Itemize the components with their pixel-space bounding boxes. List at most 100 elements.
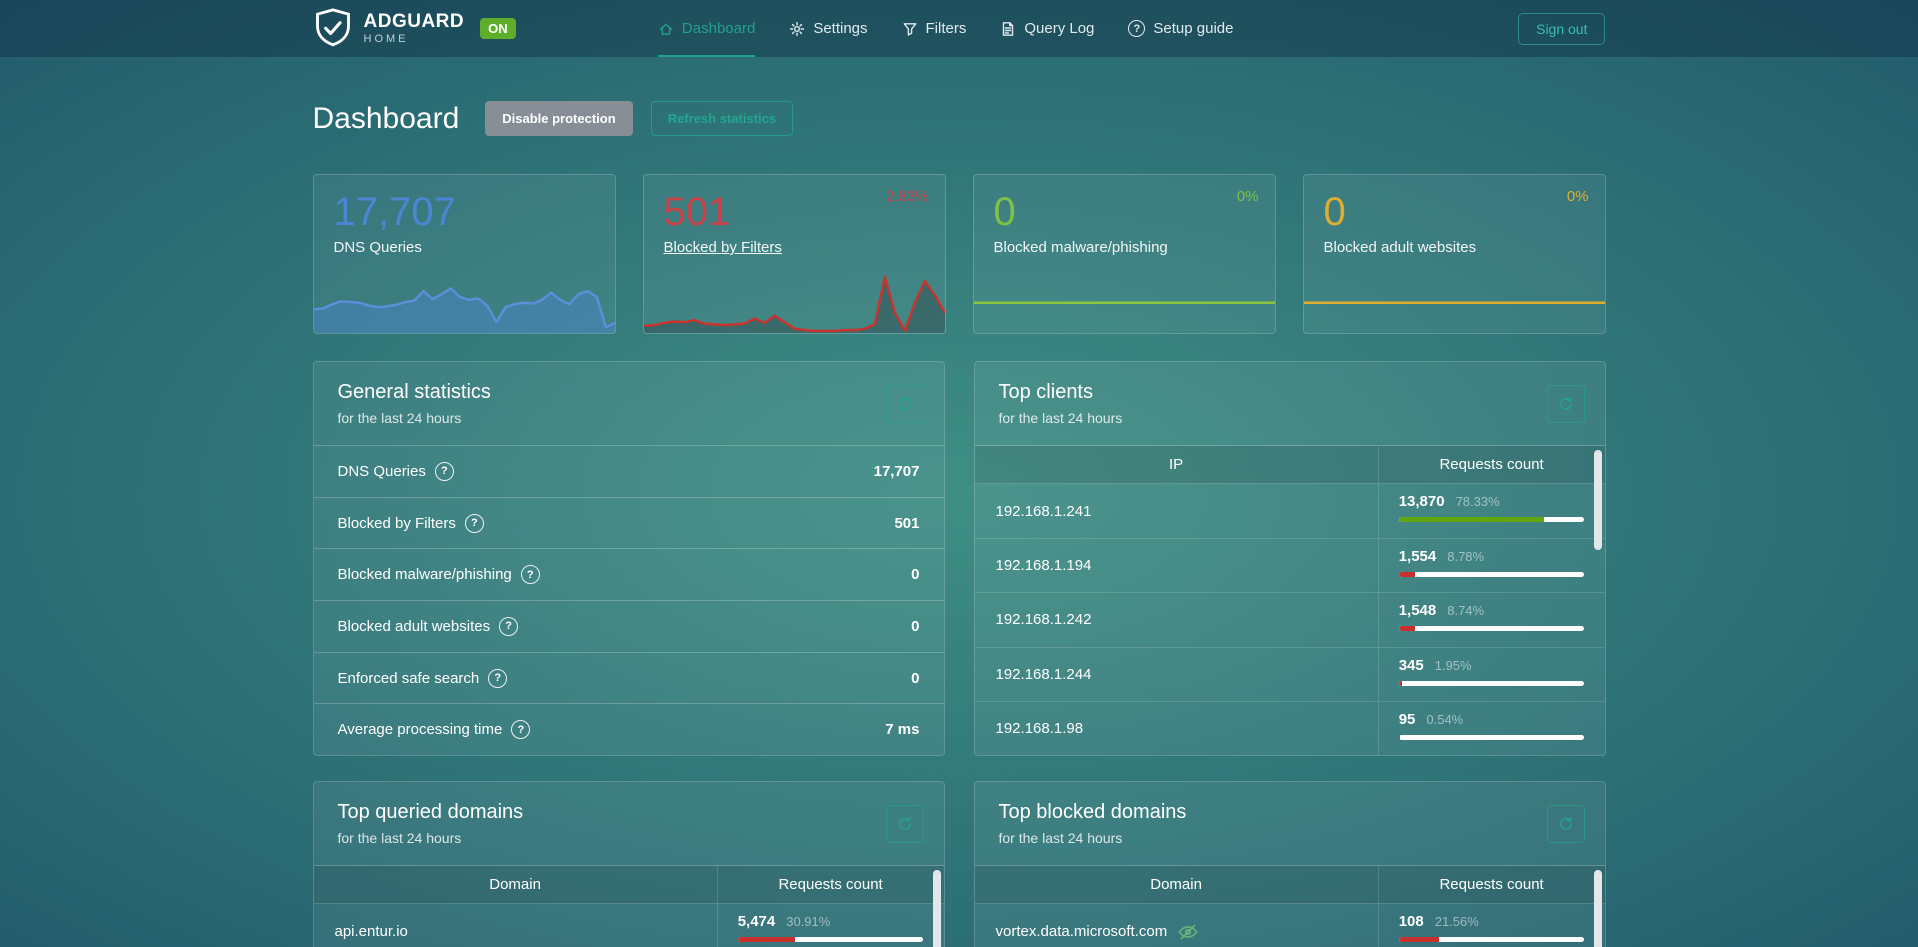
stat-row-safe-search: Enforced safe search? 0	[313, 651, 944, 704]
domain-row: vortex.data.microsoft.com 108 21.56%	[975, 904, 1605, 947]
stat-row-blocked-malware: Blocked malware/phishing? 0	[313, 548, 944, 600]
column-header-domain[interactable]: Domain	[1150, 876, 1202, 893]
brand-sub: HOME	[363, 33, 409, 45]
adguard-logo[interactable]: ADGUARD HOME	[313, 7, 465, 51]
question-circle-icon: ?	[1128, 20, 1146, 37]
requests-bar	[1398, 734, 1585, 740]
table-scrollbar[interactable]	[1593, 870, 1602, 947]
stat-row-processing-time: Average processing time? 7 ms	[313, 703, 944, 755]
column-header-requests-count[interactable]: Requests count	[1377, 866, 1605, 903]
page-title: Dashboard	[312, 101, 460, 135]
requests-bar	[1398, 517, 1585, 522]
table-scrollbar[interactable]	[932, 870, 941, 947]
column-header-requests-count[interactable]: Requests count	[1377, 446, 1605, 483]
blocked-malware-sparkline	[974, 261, 1275, 333]
column-header-domain[interactable]: Domain	[489, 876, 541, 893]
funnel-icon	[903, 22, 916, 36]
client-row: 192.168.1.242 1,548 8.74%	[974, 592, 1605, 647]
domain-row: api.entur.io 5,474 30.91%	[314, 904, 944, 947]
top-queried-title: Top queried domains	[337, 801, 524, 823]
dns-queries-label: DNS Queries	[333, 239, 422, 256]
column-header-ip[interactable]: IP	[1169, 456, 1184, 473]
blocked-filters-sparkline	[643, 261, 945, 333]
brand-name: ADGUARD	[363, 11, 465, 32]
top-queried-header: Domain Requests count	[313, 866, 944, 904]
requests-bar	[737, 937, 924, 942]
refresh-icon	[898, 396, 911, 410]
shield-check-icon	[315, 7, 350, 46]
client-row: 192.168.1.241 13,870 78.33%	[975, 484, 1605, 538]
refresh-icon	[898, 816, 911, 830]
column-header-requests-count[interactable]: Requests count	[716, 866, 944, 903]
top-blocked-domains-panel: Top blocked domains for the last 24 hour…	[973, 781, 1606, 947]
help-icon[interactable]: ?	[488, 668, 508, 688]
blocked-malware-value: 0	[993, 190, 1016, 234]
document-icon	[1003, 21, 1014, 36]
top-queried-subtitle: for the last 24 hours	[337, 830, 462, 846]
top-queried-domains-panel: Top queried domains for the last 24 hour…	[312, 781, 945, 947]
help-icon[interactable]: ?	[434, 461, 454, 481]
table-scrollbar[interactable]	[1593, 450, 1602, 550]
sign-out-button[interactable]: Sign out	[1518, 12, 1606, 45]
card-blocked-malware: 0% 0 Blocked malware/phishing	[972, 174, 1276, 334]
top-blocked-title: Top blocked domains	[998, 801, 1187, 823]
nav-item-setup-guide[interactable]: ? Setup guide	[1128, 20, 1233, 37]
refresh-statistics-button[interactable]: Refresh statistics	[650, 101, 794, 136]
refresh-general-statistics-button[interactable]	[885, 384, 924, 423]
blocked-adult-label: Blocked adult websites	[1323, 239, 1477, 256]
stat-row-dns-queries: DNS Queries? 17,707	[337, 461, 920, 481]
requests-bar	[1398, 937, 1585, 942]
requests-bar	[1398, 572, 1585, 577]
card-blocked-adult: 0% 0 Blocked adult websites	[1302, 174, 1606, 334]
dns-queries-sparkline	[313, 261, 615, 333]
refresh-top-blocked-button[interactable]	[1546, 804, 1585, 843]
top-clients-panel: Top clients for the last 24 hours IP Req…	[973, 361, 1606, 756]
requests-bar	[1398, 626, 1585, 632]
card-blocked-by-filters: 2.83% 501 Blocked by Filters	[642, 174, 946, 334]
dns-queries-value: 17,707	[333, 190, 456, 234]
client-row: 192.168.1.244 345 1.95%	[974, 646, 1605, 701]
nav-item-settings[interactable]: Settings	[789, 20, 868, 37]
blocked-adult-percent: 0%	[1566, 188, 1589, 205]
gear-icon	[790, 21, 805, 36]
help-icon[interactable]: ?	[464, 513, 484, 533]
nav-item-filters[interactable]: Filters	[902, 20, 966, 37]
blocked-adult-sparkline	[1304, 261, 1605, 333]
general-statistics-title: General statistics	[337, 381, 491, 403]
protection-on-badge: ON	[480, 18, 516, 39]
help-icon[interactable]: ?	[499, 616, 519, 636]
blocked-adult-value: 0	[1323, 190, 1346, 234]
blocked-malware-percent: 0%	[1236, 188, 1259, 205]
refresh-icon	[1559, 816, 1572, 830]
general-statistics-panel: General statistics for the last 24 hours…	[312, 361, 945, 756]
client-row: 192.168.1.98 95 0.54%	[974, 700, 1605, 755]
dashboard-page: Dashboard Disable protection Refresh sta…	[312, 57, 1606, 947]
top-blocked-header: Domain Requests count	[974, 866, 1605, 904]
refresh-top-clients-button[interactable]	[1546, 384, 1585, 423]
top-clients-title: Top clients	[998, 381, 1094, 403]
top-clients-header: IP Requests count	[974, 446, 1605, 484]
blocked-filters-percent: 2.83%	[885, 188, 929, 205]
card-dns-queries: 17,707 DNS Queries	[312, 174, 616, 334]
client-row: 192.168.1.194 1,554 8.78%	[974, 538, 1605, 593]
nav-menu: Dashboard Settings Filters	[657, 20, 1233, 57]
stat-cards: 17,707 DNS Queries 2.83% 501 Blocked by …	[312, 174, 1606, 334]
disable-protection-button[interactable]: Disable protection	[485, 101, 633, 136]
help-icon[interactable]: ?	[520, 565, 540, 585]
stat-row-blocked-adult: Blocked adult websites? 0	[313, 600, 944, 652]
refresh-icon	[1559, 396, 1572, 410]
eye-off-icon	[1178, 924, 1198, 939]
requests-bar	[1398, 680, 1585, 686]
home-icon	[659, 23, 673, 35]
refresh-top-queried-button[interactable]	[885, 804, 924, 843]
blocked-filters-link[interactable]: Blocked by Filters	[663, 239, 782, 256]
nav-item-dashboard[interactable]: Dashboard	[657, 20, 756, 57]
help-icon[interactable]: ?	[511, 720, 531, 740]
stat-row-blocked-filters: Blocked by Filters? 501	[313, 496, 944, 549]
general-statistics-subtitle: for the last 24 hours	[337, 410, 462, 426]
top-blocked-subtitle: for the last 24 hours	[998, 830, 1123, 846]
blocked-malware-label: Blocked malware/phishing	[993, 239, 1168, 256]
blocked-filters-value: 501	[663, 190, 731, 234]
top-clients-subtitle: for the last 24 hours	[998, 410, 1123, 426]
nav-item-query-log[interactable]: Query Log	[1000, 20, 1094, 37]
